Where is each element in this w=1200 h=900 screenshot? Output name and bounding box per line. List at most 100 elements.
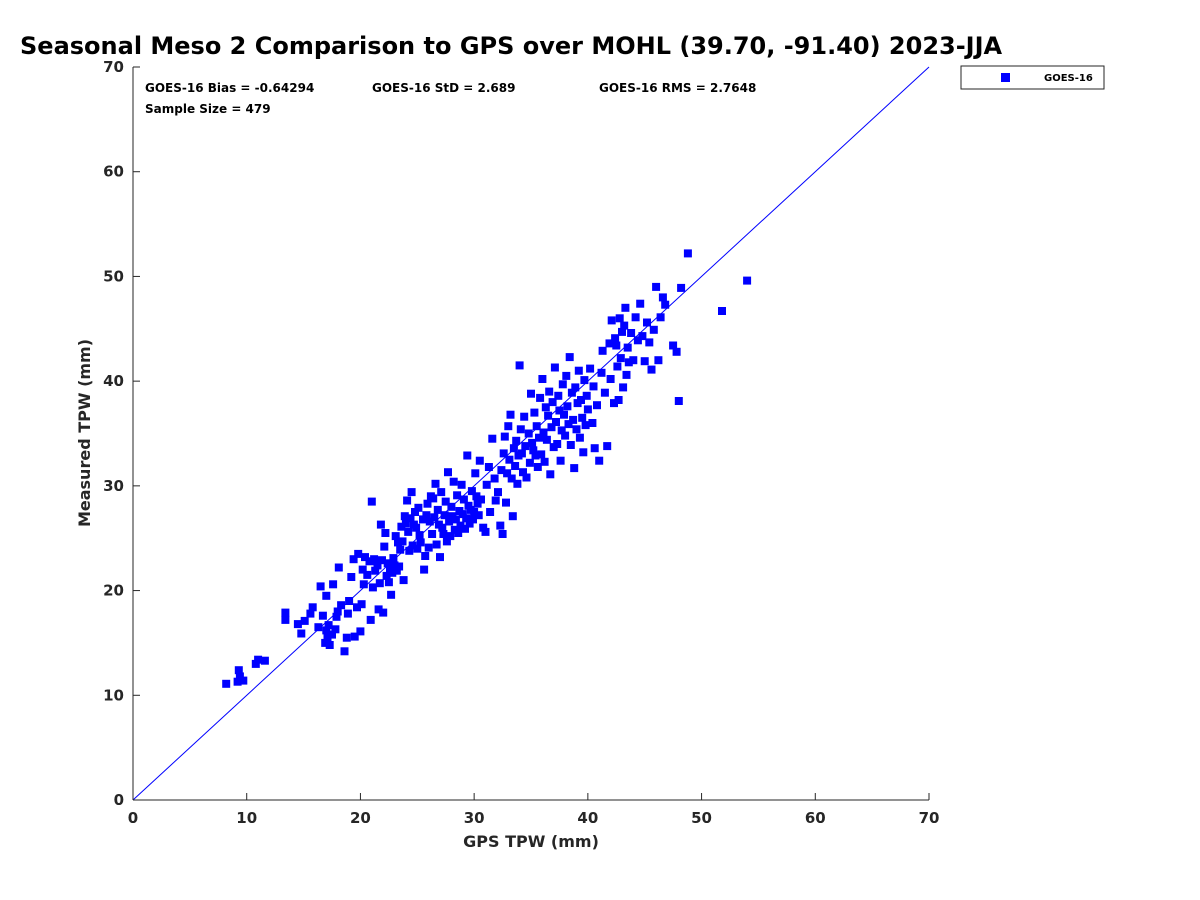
data-point: [613, 362, 622, 371]
data-point: [669, 341, 678, 350]
data-point: [458, 510, 467, 519]
data-point: [513, 479, 522, 488]
data-point: [428, 530, 437, 538]
data-point: [627, 329, 636, 337]
data-point: [629, 356, 638, 365]
data-point: [574, 366, 583, 375]
data-point: [342, 633, 351, 642]
data-point: [605, 339, 614, 348]
data-point: [586, 364, 595, 373]
data-point: [420, 565, 429, 574]
data-point: [424, 543, 433, 552]
data-point: [484, 463, 493, 471]
data-point: [527, 389, 535, 398]
data-point: [407, 488, 416, 497]
data-point: [477, 495, 485, 504]
data-point: [445, 517, 454, 526]
data-point: [371, 566, 380, 575]
data-point: [381, 529, 390, 537]
data-point: [340, 647, 349, 656]
data-point: [415, 531, 424, 540]
data-point: [425, 517, 434, 526]
data-point: [349, 555, 358, 564]
data-point: [239, 676, 248, 685]
data-point: [396, 545, 405, 554]
data-point: [606, 375, 615, 383]
data-point: [583, 405, 592, 414]
data-point: [530, 408, 539, 417]
data-point: [431, 479, 440, 488]
x-axis-label: GPS TPW (mm): [463, 832, 599, 851]
y-tick-label-30: 30: [103, 477, 124, 495]
y-tick-label-0: 0: [114, 791, 124, 809]
data-point: [552, 418, 560, 426]
data-point: [562, 371, 571, 380]
data-point: [416, 538, 425, 547]
x-tick-label-0: 0: [128, 809, 138, 827]
y-tick-label-40: 40: [103, 372, 124, 390]
data-point: [539, 428, 548, 437]
data-point: [419, 515, 427, 524]
data-point: [656, 313, 665, 322]
data-point: [376, 520, 385, 529]
data-point: [281, 615, 290, 624]
data-point: [367, 497, 376, 506]
data-point: [321, 638, 330, 647]
data-point: [414, 503, 423, 512]
data-point: [359, 580, 368, 589]
data-point: [499, 449, 508, 458]
data-point: [597, 368, 606, 377]
data-point: [323, 633, 332, 642]
data-point: [536, 393, 545, 402]
data-point: [332, 612, 341, 621]
x-tick-label-30: 30: [464, 809, 485, 827]
data-point: [471, 469, 480, 478]
data-point: [623, 343, 632, 352]
data-point: [454, 529, 463, 537]
data-point: [358, 565, 367, 574]
data-point: [546, 470, 555, 479]
data-point: [588, 419, 597, 427]
data-point: [580, 376, 589, 385]
data-point: [589, 382, 598, 391]
data-point: [564, 420, 573, 429]
y-ticks: 0 10 20 30 40 50 60 70: [103, 58, 140, 809]
data-point: [411, 508, 419, 516]
data-point: [479, 523, 488, 532]
data-point: [456, 521, 465, 530]
data-point: [540, 457, 549, 466]
data-point: [658, 293, 667, 302]
data-point: [482, 480, 491, 489]
data-point: [472, 492, 481, 501]
data-point: [390, 561, 399, 570]
data-point: [503, 469, 512, 478]
data-point: [515, 361, 524, 370]
data-point: [328, 630, 336, 639]
data-point: [395, 562, 404, 571]
data-point: [603, 442, 612, 451]
data-point: [316, 582, 325, 591]
data-point: [379, 608, 388, 617]
data-point: [577, 396, 585, 404]
data-point: [403, 496, 412, 505]
data-point: [542, 435, 551, 444]
data-point: [306, 609, 315, 618]
data-point: [506, 410, 515, 419]
data-point: [440, 511, 449, 520]
data-point: [432, 540, 441, 549]
data-point: [531, 451, 540, 460]
data-point: [361, 553, 369, 562]
data-point: [565, 353, 574, 362]
data-point: [441, 497, 450, 506]
data-point: [375, 579, 384, 588]
data-point: [433, 505, 442, 514]
chart-title: Seasonal Meso 2 Comparison to GPS over M…: [20, 32, 1003, 60]
data-point: [547, 423, 556, 432]
data-point: [537, 450, 546, 459]
data-point: [581, 421, 590, 430]
x-tick-label-10: 10: [236, 809, 257, 827]
data-point: [404, 527, 413, 536]
data-point: [557, 426, 566, 435]
data-point: [300, 616, 309, 625]
data-point: [525, 458, 534, 467]
